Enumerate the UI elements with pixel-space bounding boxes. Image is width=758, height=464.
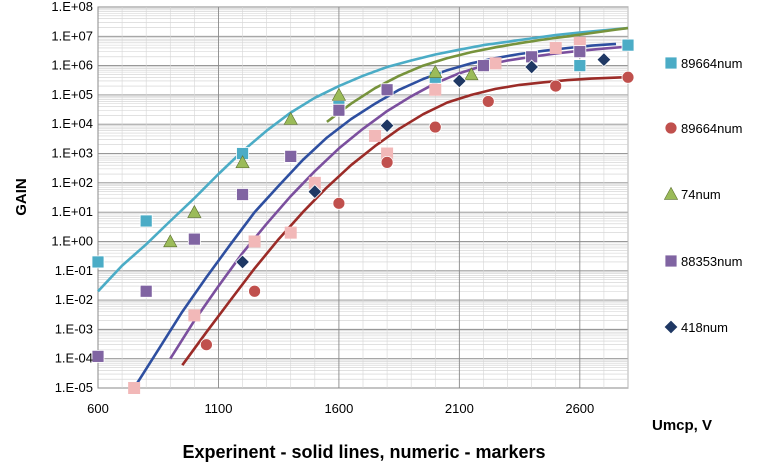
y-tick-label: 1.E+06 bbox=[51, 58, 93, 73]
unlabeled-marker bbox=[489, 57, 502, 70]
series-marker-3 bbox=[235, 155, 250, 169]
series-marker-1 bbox=[139, 214, 153, 228]
legend-marker-5 bbox=[663, 319, 679, 335]
series-marker-5 bbox=[379, 118, 395, 134]
legend-marker-3 bbox=[663, 186, 679, 200]
x-tick-label: 600 bbox=[87, 401, 109, 416]
unlabeled-marker bbox=[549, 41, 562, 54]
legend-marker-4 bbox=[664, 254, 678, 268]
y-tick-label: 1.E-05 bbox=[55, 380, 93, 395]
experiment-curve bbox=[97, 26, 629, 293]
unlabeled-marker bbox=[308, 176, 321, 189]
series-marker-4 bbox=[573, 45, 587, 59]
legend-marker-2 bbox=[664, 121, 678, 135]
unlabeled-marker bbox=[284, 226, 297, 239]
x-unit-label: Umcp, V bbox=[652, 417, 712, 434]
unlabeled-marker bbox=[188, 309, 201, 322]
x-tick-label: 2100 bbox=[445, 401, 474, 416]
series-marker-5 bbox=[451, 73, 467, 89]
series-marker-2 bbox=[428, 120, 442, 134]
unlabeled-marker bbox=[248, 235, 261, 248]
y-tick-label: 1.E+03 bbox=[51, 146, 93, 161]
y-tick-label: 1.E-03 bbox=[55, 321, 93, 336]
legend-label-4: 88353num bbox=[681, 254, 742, 269]
series-marker-4 bbox=[284, 149, 298, 163]
y-tick-label: 1.E-01 bbox=[55, 263, 93, 278]
x-tick-label: 1600 bbox=[324, 401, 353, 416]
legend: 89664num 89664num 74num 88353num 418num bbox=[663, 56, 742, 335]
legend-label-5: 418num bbox=[681, 320, 728, 335]
y-tick-label: 1.E+05 bbox=[51, 87, 93, 102]
unlabeled-marker bbox=[128, 382, 141, 394]
grid-lines bbox=[97, 6, 629, 389]
series-marker-2 bbox=[481, 95, 495, 108]
experiment-curve bbox=[326, 26, 629, 123]
series-marker-5 bbox=[596, 52, 612, 68]
series-marker-2 bbox=[380, 155, 394, 169]
legend-marker-1 bbox=[664, 56, 678, 70]
y-tick-label: 1.E+02 bbox=[51, 175, 93, 190]
series-marker-3 bbox=[428, 64, 443, 78]
series-marker-4 bbox=[187, 232, 201, 246]
y-tick-label: 1.E+07 bbox=[51, 28, 93, 43]
series-marker-4 bbox=[332, 103, 346, 117]
y-tick-label: 1.E+00 bbox=[51, 233, 93, 248]
x-tick-label: 2600 bbox=[565, 401, 594, 416]
series-marker-3 bbox=[464, 67, 479, 81]
unlabeled-marker bbox=[369, 129, 382, 142]
series-marker-5 bbox=[235, 254, 251, 270]
series-marker-4 bbox=[236, 188, 249, 201]
series-marker-4 bbox=[477, 59, 490, 73]
series-marker-4 bbox=[91, 349, 105, 363]
series-marker-4 bbox=[139, 284, 153, 298]
x-axis-title: Experinent - solid lines, numeric - mark… bbox=[182, 442, 545, 462]
unlabeled-marker bbox=[429, 83, 442, 96]
series-marker-3 bbox=[187, 204, 202, 218]
series-marker-2 bbox=[200, 338, 213, 352]
series-marker-3 bbox=[283, 111, 298, 125]
series-marker-2 bbox=[549, 79, 563, 93]
y-tick-label: 1.E+04 bbox=[51, 116, 93, 131]
unlabeled-marker bbox=[381, 147, 394, 160]
series-marker-2 bbox=[248, 284, 261, 298]
legend-label-2: 89664num bbox=[681, 121, 742, 136]
series-marker-5 bbox=[307, 184, 323, 200]
series-marker-3 bbox=[331, 87, 347, 101]
series-marker-2 bbox=[621, 70, 635, 84]
series-marker-1 bbox=[573, 59, 587, 73]
y-tick-label: 1.E+01 bbox=[51, 204, 93, 219]
x-tick-labels: 600 1100 1600 2100 2600 bbox=[87, 401, 594, 416]
experiment-curve bbox=[169, 45, 624, 360]
series-marker-1 bbox=[91, 255, 105, 269]
series-marker-4 bbox=[380, 83, 394, 97]
series-marker-3 bbox=[163, 234, 178, 248]
y-tick-labels: 1.E-05 1.E-04 1.E-03 1.E-02 1.E-01 1.E+00 1.E+… bbox=[51, 0, 93, 395]
experiment-curve bbox=[181, 76, 624, 366]
y-axis-title: GAIN bbox=[13, 178, 30, 216]
legend-label-1: 89664num bbox=[681, 56, 742, 71]
data-markers bbox=[91, 36, 635, 394]
y-tick-label: 1.E-02 bbox=[55, 292, 93, 307]
x-tick-label: 1100 bbox=[204, 401, 232, 416]
y-tick-label: 1.E-04 bbox=[55, 351, 93, 366]
series-marker-2 bbox=[332, 196, 346, 210]
series-marker-5 bbox=[524, 59, 540, 75]
legend-label-3: 74num bbox=[681, 187, 721, 202]
y-tick-label: 1.E+08 bbox=[51, 0, 93, 14]
series-marker-1 bbox=[621, 38, 635, 52]
